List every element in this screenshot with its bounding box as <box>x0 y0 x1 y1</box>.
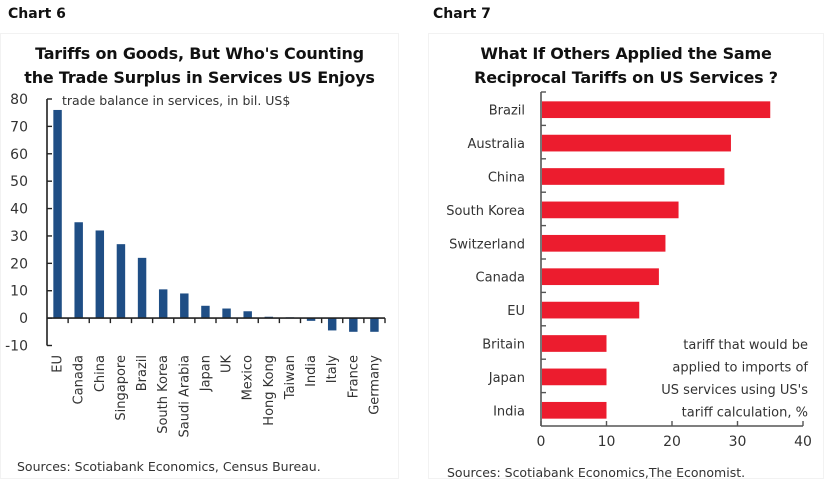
chart7-annotation-line: US services using US's <box>661 383 808 398</box>
chart7-bar <box>542 368 607 386</box>
chart6-category-label: Mexico <box>241 355 256 400</box>
chart6-label: Chart 6 <box>8 6 66 22</box>
chart7-category-label: Japan <box>488 371 525 386</box>
chart7-x-tick-label: 40 <box>794 434 812 450</box>
chart6-bar <box>370 318 379 332</box>
chart6-bar <box>222 308 231 319</box>
chart6-y-tick-label: 0 <box>19 311 28 327</box>
chart7-annotation-line: tariff that would be <box>683 338 808 353</box>
chart7-bar <box>542 168 725 185</box>
chart6-bar <box>349 318 358 332</box>
chart6-y-tick-label: 20 <box>10 256 28 272</box>
chart6-bar <box>116 244 126 319</box>
chart6-bar <box>74 222 83 319</box>
chart6-category-label: South Korea <box>156 355 171 434</box>
chart7-source: Sources: Scotiabank Economics,The Econom… <box>447 465 746 480</box>
chart6-category-label: UK <box>220 355 235 374</box>
chart7-category-label: South Korea <box>446 204 525 219</box>
chart6-y-tick-label: -10 <box>5 339 28 355</box>
chart6-category-label: Hong Kong <box>262 355 277 426</box>
chart7-annotation-line: tariff calculation, % <box>682 406 808 421</box>
chart6-category-label: Saudi Arabia <box>177 355 192 438</box>
chart6-y-tick-label: 70 <box>10 119 28 135</box>
chart7-bar <box>542 134 731 152</box>
chart6-category-label: India <box>304 355 319 387</box>
chart7-bar <box>542 301 640 319</box>
chart7-annotation-line: applied to imports of <box>672 361 808 376</box>
chart6-panel: Tariffs on Goods, But Who's Counting the… <box>0 33 399 479</box>
chart6-y-tick-label: 30 <box>10 229 28 245</box>
chart6-y-tick-label: 40 <box>10 202 28 218</box>
chart6-title-line-2: the Trade Surplus in Services US Enjoys <box>24 68 375 87</box>
chart6-y-tick-label: 50 <box>10 174 28 190</box>
chart7-category-label: Australia <box>467 137 525 152</box>
chart6-category-label: Canada <box>72 355 87 404</box>
chart7-category-label: India <box>493 404 525 419</box>
chart7-label: Chart 7 <box>433 6 491 22</box>
chart6-category-label: Singapore <box>114 355 129 421</box>
chart7-bar <box>542 234 666 252</box>
chart6-bar <box>137 257 147 319</box>
chart6-bar <box>180 293 189 319</box>
chart6-y-tick-label: 10 <box>10 284 28 300</box>
chart6-bar <box>306 318 316 321</box>
chart7-bar <box>542 101 771 119</box>
chart6-category-label: Taiwan <box>283 355 298 400</box>
chart7-bar <box>542 201 679 219</box>
chart6-title: Tariffs on Goods, But Who's Counting the… <box>1 42 398 90</box>
chart7-bar <box>542 335 607 352</box>
chart6-category-label: Germany <box>367 355 382 415</box>
chart6-bar <box>53 109 62 319</box>
chart7-x-tick-label: 20 <box>663 434 681 450</box>
chart7-title-line-2: Reciprocal Tariffs on US Services ? <box>474 68 778 87</box>
chart7-category-label: Switzerland <box>449 237 525 252</box>
chart7-title-line-1: What If Others Applied the Same <box>480 44 772 63</box>
chart6-y-tick-label: 80 <box>10 92 28 108</box>
chart7-category-label: Canada <box>476 271 525 286</box>
chart7-category-label: Brazil <box>489 104 525 119</box>
chart6-y-tick-label: 60 <box>10 147 28 163</box>
chart6-bar <box>327 318 337 331</box>
chart6-bar <box>243 311 252 319</box>
chart6-title-line-1: Tariffs on Goods, But Who's Counting <box>35 44 364 63</box>
chart7-category-label: Britain <box>482 338 525 353</box>
chart7-title: What If Others Applied the Same Reciproc… <box>429 42 823 90</box>
chart6-annotation: trade balance in services, in bil. US$ <box>62 93 290 108</box>
chart7-bar <box>542 268 659 286</box>
chart6-source: Sources: Scotiabank Economics, Census Bu… <box>17 459 321 474</box>
chart6-bar <box>201 305 210 319</box>
chart7-category-label: China <box>488 171 525 186</box>
chart6-category-label: France <box>346 355 361 398</box>
chart6-bar <box>95 230 105 319</box>
chart6-category-label: China <box>93 355 108 392</box>
chart7-x-tick-label: 30 <box>729 434 747 450</box>
chart7-x-tick-label: 10 <box>598 434 616 450</box>
chart6-bar <box>158 289 168 319</box>
chart6-category-label: EU <box>51 355 66 373</box>
chart7-category-label: EU <box>507 304 525 319</box>
chart6-category-label: Brazil <box>135 355 150 391</box>
chart7-x-tick-label: 0 <box>537 434 546 450</box>
chart6-category-label: Italy <box>325 355 340 384</box>
chart7-bar <box>542 401 607 419</box>
chart6-category-label: Japan <box>198 355 213 392</box>
